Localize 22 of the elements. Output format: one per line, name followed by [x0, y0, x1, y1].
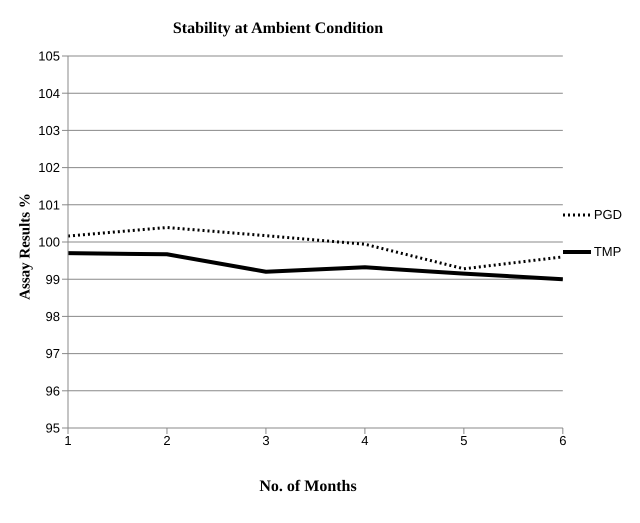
- x-tick-label: 3: [262, 433, 270, 448]
- x-tick-label: 4: [361, 433, 369, 448]
- x-tick-label: 5: [460, 433, 468, 448]
- y-tick-label: 103: [38, 123, 60, 138]
- y-tick-label: 96: [46, 383, 60, 398]
- y-tick-label: 97: [46, 346, 60, 362]
- y-tick-label: 99: [46, 272, 60, 287]
- y-axis-title: Assay Results %: [18, 192, 34, 302]
- y-tick-label: 100: [38, 234, 60, 250]
- x-axis-title: No. of Months: [258, 478, 358, 496]
- x-tick-label: 2: [163, 433, 171, 448]
- y-tick-label: 101: [38, 197, 60, 212]
- y-tick-label: 104: [38, 86, 60, 101]
- chart-title: Stability at Ambient Condition: [172, 20, 384, 38]
- y-tick-label: 98: [46, 309, 60, 324]
- y-tick-label: 95: [46, 420, 60, 436]
- legend-label: PGD: [594, 207, 622, 222]
- legend-label: TMP: [594, 244, 622, 259]
- x-tick-label: 1: [64, 433, 72, 448]
- y-tick-label: 105: [38, 48, 60, 64]
- x-tick-label: 6: [559, 433, 566, 448]
- y-tick-label: 102: [38, 160, 60, 176]
